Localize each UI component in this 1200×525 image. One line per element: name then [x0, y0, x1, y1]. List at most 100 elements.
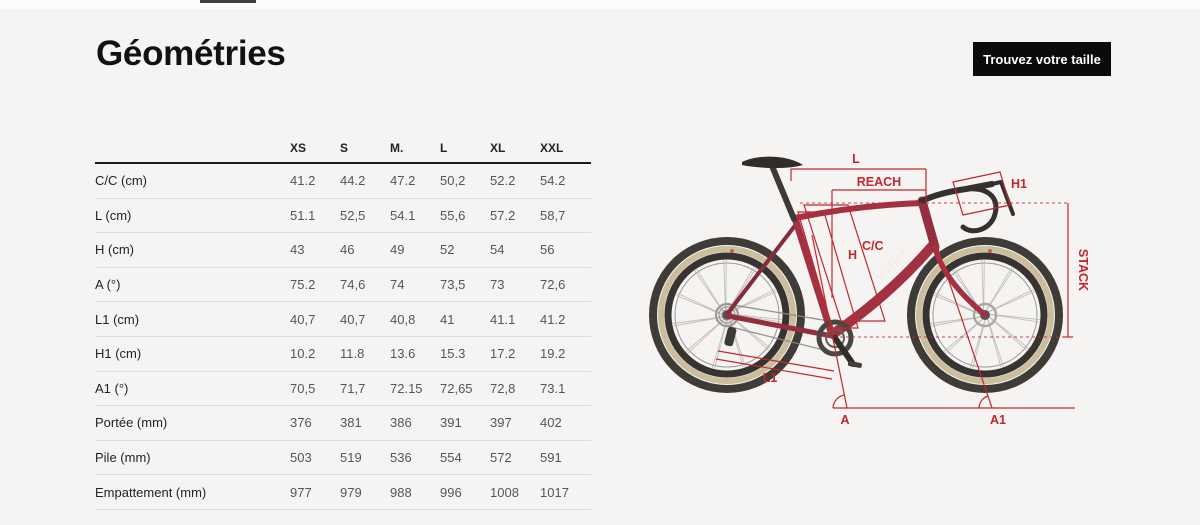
- row-value: 55,6: [440, 207, 466, 223]
- dim-label-l1: L1: [763, 371, 778, 385]
- row-value: 381: [340, 415, 362, 431]
- row-label: C/C (cm): [95, 173, 147, 189]
- geometry-table: XS S M. L XL XXL C/C (cm) 41.2 44.2 47.2 50,2 52.2…: [95, 134, 591, 510]
- row-value: 13.6: [390, 346, 416, 362]
- drivetrain: [715, 303, 837, 354]
- row-value: 391: [440, 415, 462, 431]
- row-label: Portée (mm): [95, 415, 168, 431]
- row-value: 74: [390, 277, 405, 293]
- row-value: 46: [340, 242, 355, 258]
- row-value: 40,7: [290, 311, 316, 327]
- table-row: Empattement (mm) 977 979 988 996 1008 1017: [95, 475, 591, 510]
- row-value: 1017: [540, 484, 569, 500]
- geometry-annotations: L REACH H1 H C/C STACK L1: [715, 152, 1090, 427]
- row-value: 1008: [490, 484, 519, 500]
- row-label: H1 (cm): [95, 346, 142, 362]
- dim-label-reach: REACH: [857, 175, 901, 189]
- row-value: 19.2: [540, 346, 566, 362]
- row-value: 72,65: [440, 380, 473, 396]
- row-value: 996: [440, 484, 462, 500]
- geometry-table-header: XS S M. L XL XXL: [95, 134, 591, 164]
- geometry-table-body: C/C (cm) 41.2 44.2 47.2 50,2 52.2 54.2 L (cm) 51…: [95, 164, 591, 510]
- table-row: H (cm) 43 46 49 52 54 56: [95, 233, 591, 268]
- row-value: 15.3: [440, 346, 466, 362]
- row-value: 41.2: [290, 173, 316, 189]
- column-header: XXL: [540, 141, 564, 155]
- row-value: 40,7: [340, 311, 366, 327]
- row-label: Empattement (mm): [95, 484, 207, 500]
- dim-label-stack: STACK: [1076, 249, 1090, 291]
- row-value: 41.1: [490, 311, 516, 327]
- row-value: 44.2: [340, 173, 366, 189]
- row-value: 75.2: [290, 277, 316, 293]
- table-row: C/C (cm) 41.2 44.2 47.2 50,2 52.2 54.2: [95, 164, 591, 199]
- row-value: 58,7: [540, 207, 566, 223]
- table-row: L1 (cm) 40,7 40,7 40,8 41 41.1 41.2: [95, 302, 591, 337]
- column-header: S: [340, 141, 349, 155]
- column-header: XS: [290, 141, 307, 155]
- dim-label-cc: C/C: [862, 239, 884, 253]
- saddle: [742, 156, 803, 169]
- table-row: H1 (cm) 10.2 11.8 13.6 15.3 17.2 19.2: [95, 337, 591, 372]
- rear-spokes: [672, 259, 782, 369]
- dim-label-h: H: [848, 248, 857, 262]
- row-value: 376: [290, 415, 312, 431]
- row-value: 386: [390, 415, 412, 431]
- row-value: 71,7: [340, 380, 366, 396]
- dim-label-a1: A1: [990, 413, 1006, 427]
- row-value: 56: [540, 242, 555, 258]
- page-title: Géométries: [96, 34, 286, 73]
- column-header: XL: [490, 141, 506, 155]
- row-value: 979: [340, 484, 362, 500]
- dim-box-h: [797, 211, 859, 329]
- bike-geometry-diagram: Wilier: [620, 135, 1120, 435]
- dim-label-a: A: [840, 413, 849, 427]
- find-your-size-button[interactable]: Trouvez votre taille: [973, 42, 1111, 76]
- row-value: 50,2: [440, 173, 466, 189]
- table-row: Pile (mm) 503 519 536 554 572 591: [95, 441, 591, 476]
- row-value: 72.15: [390, 380, 423, 396]
- row-value: 397: [490, 415, 512, 431]
- row-label: L1 (cm): [95, 311, 140, 327]
- table-row: Portée (mm) 376 381 386 391 397 402: [95, 406, 591, 441]
- dim-label-l: L: [852, 152, 860, 166]
- dim-label-h1: H1: [1011, 177, 1027, 191]
- row-label: L (cm): [95, 207, 132, 223]
- row-label: A1 (°): [95, 380, 129, 396]
- column-header: M.: [390, 141, 404, 155]
- row-value: 54.2: [540, 173, 566, 189]
- cockpit: [742, 156, 1015, 234]
- rear-wheel: [649, 237, 805, 393]
- row-value: 11.8: [340, 346, 365, 362]
- row-value: 402: [540, 415, 562, 431]
- table-row: L (cm) 51.1 52,5 54.1 55,6 57.2 58,7: [95, 199, 591, 234]
- column-header: L: [440, 141, 448, 155]
- row-value: 49: [390, 242, 405, 258]
- row-value: 57.2: [490, 207, 516, 223]
- row-value: 41: [440, 311, 455, 327]
- row-value: 43: [290, 242, 305, 258]
- table-row: A1 (°) 70,5 71,7 72.15 72,65 72,8 73.1: [95, 372, 591, 407]
- row-value: 47.2: [390, 173, 416, 189]
- row-value: 52.2: [490, 173, 516, 189]
- row-value: 977: [290, 484, 312, 500]
- row-value: 10.2: [290, 346, 316, 362]
- row-value: 54: [490, 242, 505, 258]
- active-tab-indicator: [200, 0, 256, 3]
- row-value: 73,5: [440, 277, 466, 293]
- row-value: 52,5: [340, 207, 366, 223]
- row-label: Pile (mm): [95, 450, 151, 466]
- row-value: 52: [440, 242, 455, 258]
- bike-diagram-svg: Wilier: [649, 152, 1090, 427]
- row-value: 41.2: [540, 311, 566, 327]
- row-value: 988: [390, 484, 412, 500]
- row-value: 554: [440, 450, 462, 466]
- row-value: 51.1: [290, 207, 316, 223]
- row-value: 519: [340, 450, 362, 466]
- row-label: H (cm): [95, 242, 134, 258]
- row-value: 72,8: [490, 380, 516, 396]
- row-value: 572: [490, 450, 512, 466]
- row-value: 74,6: [340, 277, 366, 293]
- row-label: A (°): [95, 277, 121, 293]
